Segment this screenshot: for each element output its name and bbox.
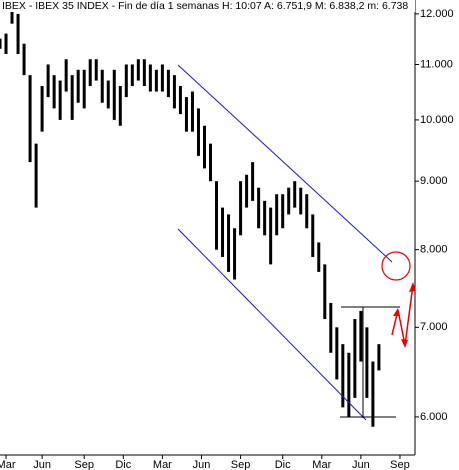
price-bar (4, 33, 8, 55)
price-bar (40, 86, 44, 132)
price-bar (166, 69, 170, 98)
price-bar (46, 64, 50, 98)
arrow-head (393, 308, 400, 316)
arrow-head (409, 282, 416, 292)
y-tick-label: 11.000 (420, 58, 453, 70)
price-bar (10, 9, 14, 24)
price-bar (196, 108, 200, 156)
y-tick-label: 7.000 (420, 321, 448, 333)
x-tick-label: Dic (275, 459, 291, 470)
price-bar (323, 264, 327, 320)
price-bar (154, 69, 158, 92)
chart-title: IBEX - IBEX 35 INDEX - Fin de día 1 sema… (2, 0, 408, 12)
y-tick-label: 12.000 (420, 8, 454, 20)
price-bar (148, 64, 152, 92)
price-bar (341, 344, 345, 408)
price-bar (136, 59, 140, 81)
price-bar (70, 75, 74, 120)
price-bar (172, 75, 176, 109)
price-bar (233, 228, 237, 280)
price-bar (28, 75, 32, 163)
x-tick-label: Sep (74, 459, 94, 470)
price-bar (178, 86, 182, 115)
target-circle (381, 251, 411, 281)
price-bar (76, 69, 80, 103)
price-bar (299, 187, 303, 215)
price-bar (281, 194, 285, 229)
price-bar (287, 187, 291, 215)
x-tick-label: Sep (231, 459, 251, 470)
price-bar (239, 181, 243, 236)
price-bar (94, 59, 98, 81)
x-tick-label: Dic (115, 459, 131, 470)
price-bar (130, 64, 134, 87)
price-bar (371, 361, 375, 427)
y-tick-label: 8.000 (420, 244, 448, 256)
price-bar (34, 143, 38, 208)
price-bar (221, 207, 225, 257)
price-bar (263, 200, 267, 236)
price-bar (112, 69, 116, 120)
price-bar (22, 43, 26, 76)
price-bar (245, 174, 249, 208)
x-tick-label: Sep (390, 459, 410, 470)
price-bar (0, 38, 2, 49)
price-bar (329, 302, 333, 353)
x-tick-label: Jun (352, 459, 370, 470)
price-bar (377, 344, 381, 371)
price-bar (142, 59, 146, 87)
price-bar (257, 187, 261, 229)
price-bar (124, 64, 128, 98)
price-bar (353, 319, 357, 398)
price-bar (347, 352, 351, 417)
arrow-head (401, 339, 408, 348)
price-bar (52, 75, 56, 109)
price-bar (106, 80, 110, 109)
y-tick-label: 6.000 (420, 411, 448, 423)
x-tick-label: Mar (153, 459, 172, 470)
price-bar (58, 80, 62, 120)
price-bar (100, 69, 104, 103)
price-bar (209, 143, 213, 182)
y-tick-label: 10.000 (420, 114, 454, 126)
price-bar (160, 64, 164, 92)
price-bar (64, 59, 68, 92)
price-bar (118, 86, 122, 126)
upper-trendline (177, 64, 393, 263)
lower-trendline (177, 228, 367, 421)
price-bar (184, 97, 188, 132)
price-bar (275, 194, 279, 236)
title-background (0, 0, 415, 12)
x-tick-label: Jun (33, 459, 51, 470)
price-bar (227, 214, 231, 272)
price-bar (359, 310, 363, 362)
price-bar (82, 69, 86, 109)
x-tick-label: Jun (193, 459, 211, 470)
price-bar (335, 327, 339, 380)
price-bar (365, 327, 369, 398)
price-bar (88, 59, 92, 87)
x-tick-label: Mar (312, 459, 331, 470)
price-bar (202, 125, 206, 169)
price-bar (190, 91, 194, 132)
price-bar (317, 242, 321, 272)
projection-arrow (391, 284, 414, 346)
price-bar (305, 194, 309, 229)
x-tick-label: Mar (0, 459, 16, 470)
price-bar (251, 162, 255, 201)
price-bar (293, 181, 297, 208)
range-box (340, 306, 400, 418)
price-bar (269, 207, 273, 265)
channel-lines (177, 64, 393, 421)
price-bar (16, 13, 20, 55)
price-bar (311, 214, 315, 257)
y-tick-label: 9.000 (420, 175, 448, 187)
price-bar (215, 181, 219, 250)
